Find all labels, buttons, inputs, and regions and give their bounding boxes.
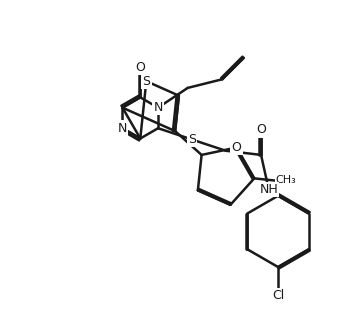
Text: Cl: Cl [272,289,284,302]
Text: NH: NH [259,183,278,196]
Text: S: S [142,75,150,88]
Text: N: N [118,122,127,135]
Text: N: N [154,101,163,114]
Text: O: O [231,141,241,154]
Text: O: O [256,124,266,136]
Text: O: O [135,61,145,74]
Text: CH₃: CH₃ [276,175,296,185]
Text: S: S [188,133,196,146]
